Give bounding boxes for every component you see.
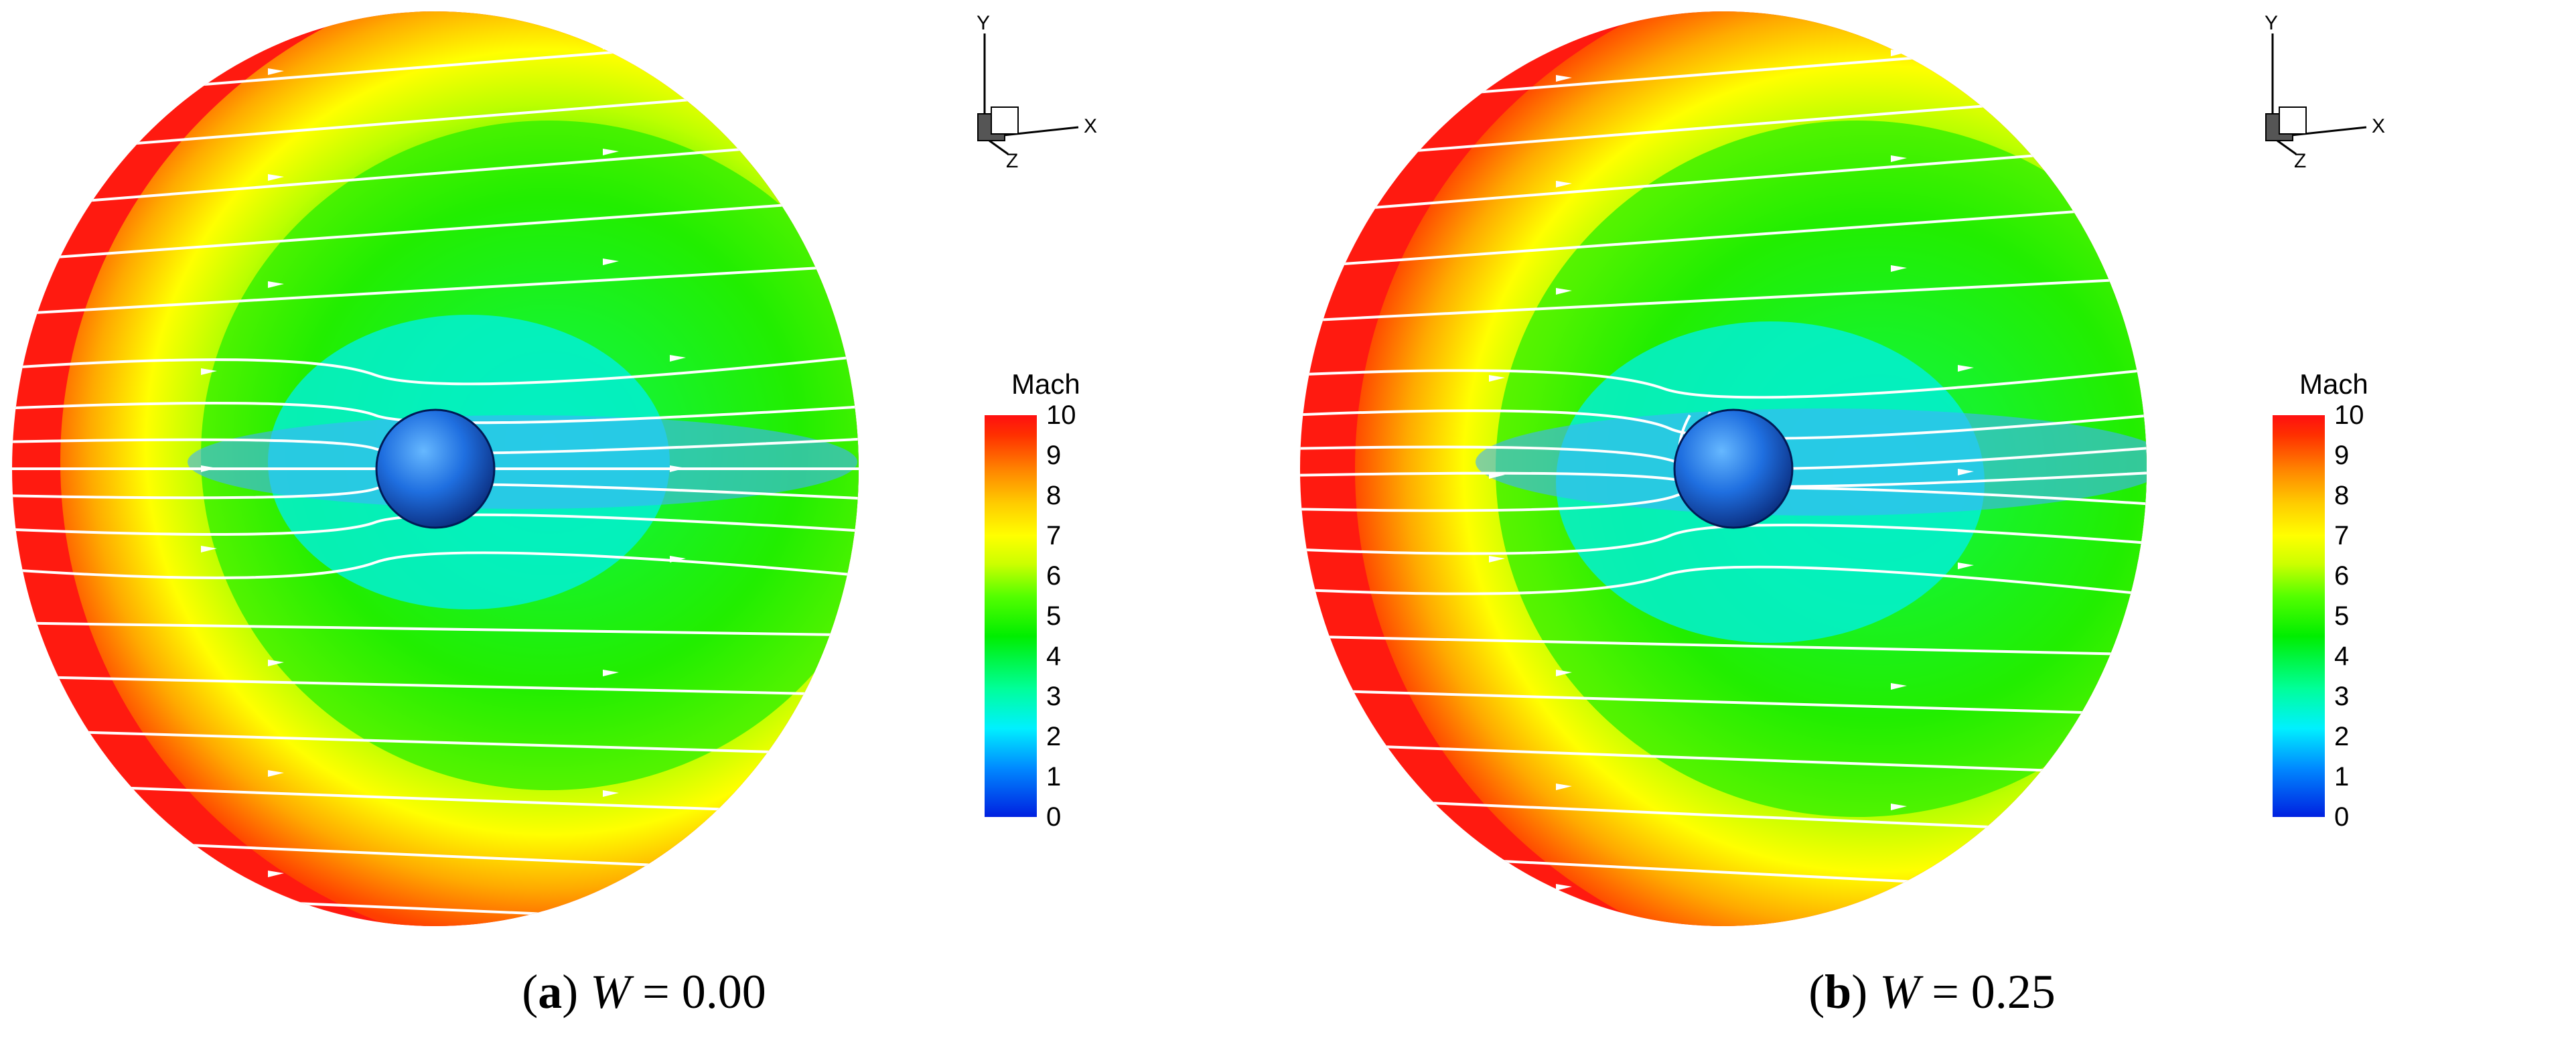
axis-z-label: Z — [2294, 150, 2306, 167]
legend-tick: 8 — [2334, 481, 2350, 510]
caption-letter: b — [1824, 965, 1852, 1019]
axis-x-label: X — [2372, 115, 2385, 137]
flow-arrowheads-a — [201, 43, 686, 911]
caption-variable: W — [590, 965, 631, 1019]
caption-letter: a — [538, 965, 563, 1019]
legend-tick: 6 — [2334, 561, 2350, 591]
sphere-b — [1673, 408, 1794, 529]
legend-tick: 7 — [1046, 521, 1062, 550]
legend-tick: 4 — [2334, 642, 2350, 671]
legend-tick: 9 — [2334, 441, 2350, 470]
legend-tick: 10 — [2334, 400, 2364, 430]
legend-tick: 8 — [1046, 481, 1062, 510]
legend-tick: 4 — [1046, 642, 1062, 671]
caption-variable: W — [1879, 965, 1920, 1019]
legend-tick: 2 — [1046, 722, 1062, 751]
legend-tick: 0 — [1046, 802, 1062, 832]
legend-title: Mach — [1011, 368, 1080, 400]
legend-tick: 5 — [1046, 601, 1062, 631]
legend-colorbar — [985, 415, 1037, 817]
panel-a: Y X Z Mach 10 9 8 7 6 5 4 3 2 1 0 (a) W … — [12, 11, 1139, 1019]
legend-title: Mach — [2299, 368, 2368, 400]
flow-arrowheads-b — [1489, 50, 1974, 924]
legend-tick: 9 — [1046, 441, 1062, 470]
axis-x-label: X — [1084, 115, 1097, 137]
caption-value: 0.00 — [681, 965, 766, 1019]
mach-contour-plot-b — [1300, 11, 2147, 926]
caption-value: 0.25 — [1971, 965, 2056, 1019]
legend-tick: 0 — [2334, 802, 2350, 832]
legend-tick: 3 — [2334, 682, 2350, 711]
legend-tick: 1 — [1046, 762, 1062, 792]
axes-triad-a: Y X Z — [977, 13, 1097, 167]
mach-legend-a: Mach 10 9 8 7 6 5 4 3 2 1 0 — [985, 368, 1139, 837]
legend-tick: 3 — [1046, 682, 1062, 711]
mach-contour-plot-a — [12, 11, 859, 926]
legend-tick: 10 — [1046, 400, 1076, 430]
legend-colorbar — [2273, 415, 2325, 817]
mach-legend-b: Mach 10 9 8 7 6 5 4 3 2 1 0 — [2273, 368, 2427, 837]
caption-b: (b) W = 0.25 — [1808, 965, 2056, 1019]
legend-tick: 5 — [2334, 601, 2350, 631]
caption-a: (a) W = 0.00 — [522, 965, 766, 1019]
panel-b: Y X Z Mach 10 9 8 7 6 5 4 3 2 1 0 (b) W … — [1288, 0, 2576, 1046]
axis-y-label: Y — [977, 13, 990, 34]
legend-tick: 6 — [1046, 561, 1062, 591]
legend-tick: 1 — [2334, 762, 2350, 792]
axes-triad-b: Y X Z — [2265, 13, 2385, 167]
axis-z-label: Z — [1006, 150, 1018, 167]
axis-y-label: Y — [2265, 13, 2278, 34]
legend-tick: 7 — [2334, 521, 2350, 550]
sphere-a — [375, 408, 496, 529]
legend-tick: 2 — [2334, 722, 2350, 751]
